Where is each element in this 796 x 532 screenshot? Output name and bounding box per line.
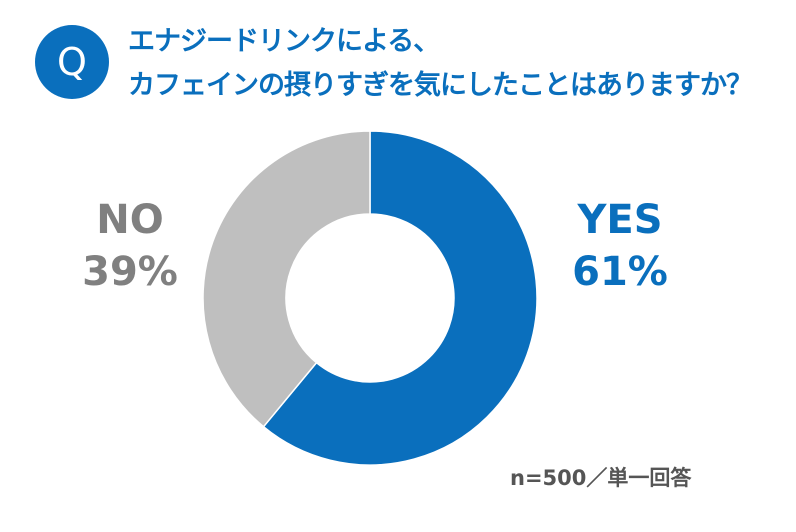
- label-no-value: 39%: [82, 249, 178, 295]
- sample-note: n=500／単一回答: [510, 466, 692, 490]
- chart-title: エナジードリンクによる、 カフェインの摂りすぎを気にしたことはありますか？: [128, 20, 753, 108]
- donut-slices: [202, 130, 538, 466]
- label-yes-value: 61%: [572, 249, 668, 295]
- donut-slice-no: [202, 130, 371, 428]
- label-yes-name: YES: [577, 197, 663, 243]
- donut-slice-yes: [262, 130, 538, 466]
- title-line-2: カフェインの摂りすぎを気にしたことはありますか？: [128, 70, 753, 101]
- label-no-name: NO: [96, 197, 164, 243]
- question-badge: Q: [35, 25, 109, 99]
- label-no: NO 39%: [70, 194, 190, 298]
- label-yes: YES 61%: [555, 194, 685, 298]
- question-badge-letter: Q: [57, 40, 87, 84]
- title-line-1: エナジードリンクによる、: [128, 26, 440, 57]
